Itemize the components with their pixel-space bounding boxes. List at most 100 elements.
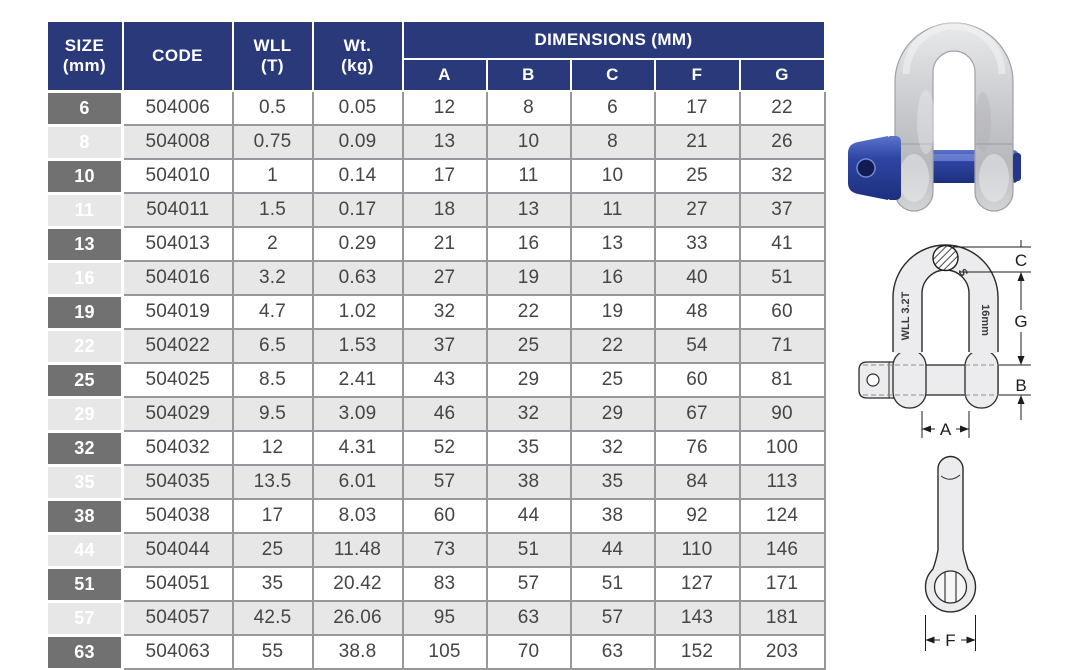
data-cell: 13.5 <box>231 464 314 500</box>
size-cell: 25 <box>45 361 124 399</box>
size-cell: 44 <box>45 531 124 569</box>
data-cell: 37 <box>738 192 826 228</box>
data-cell: 29 <box>485 362 572 398</box>
size-cell: 51 <box>45 565 124 603</box>
table-row: 6 504006 0.5 0.05 12 8 6 17 22 <box>45 89 826 127</box>
data-cell: 8 <box>569 124 656 160</box>
data-cell: 35 <box>485 430 572 466</box>
table-row: 57 504057 42.5 26.06 95 63 57 143 181 <box>45 599 826 637</box>
data-cell: 2 <box>231 226 314 262</box>
table-row: 35 504035 13.5 6.01 57 38 35 84 113 <box>45 463 826 501</box>
data-cell: 26 <box>738 124 826 160</box>
data-cell: 35 <box>231 566 314 602</box>
table-row: 16 504016 3.2 0.63 27 19 16 40 51 <box>45 259 826 297</box>
data-cell: 6.5 <box>231 328 314 364</box>
data-cell: 504038 <box>121 498 234 534</box>
shackle-dimension-drawing: WLL 3.2T 16mm S C G B <box>853 240 1075 455</box>
data-cell: 6 <box>569 90 656 126</box>
pin-dome-shading <box>940 474 961 480</box>
data-cell: 13 <box>569 226 656 262</box>
table-row: 44 504044 25 11.48 73 51 44 110 146 <box>45 531 826 569</box>
data-cell: 1.53 <box>311 328 404 364</box>
data-cell: 504044 <box>121 532 234 568</box>
size-cell: 6 <box>45 89 124 127</box>
data-cell: 504013 <box>121 226 234 262</box>
data-cell: 67 <box>653 396 741 432</box>
data-cell: 17 <box>401 158 488 194</box>
data-cell: 57 <box>485 566 572 602</box>
data-cell: 11.48 <box>311 532 404 568</box>
data-cell: 0.29 <box>311 226 404 262</box>
data-cell: 4.7 <box>231 294 314 330</box>
data-cell: 22 <box>485 294 572 330</box>
header-dim-c: C <box>569 58 656 92</box>
data-cell: 504032 <box>121 430 234 466</box>
data-cell: 13 <box>401 124 488 160</box>
data-cell: 0.75 <box>231 124 314 160</box>
pin-head-face <box>933 570 968 604</box>
data-cell: 90 <box>738 396 826 432</box>
header-wt: Wt. (kg) <box>311 20 404 92</box>
data-cell: 52 <box>401 430 488 466</box>
data-cell: 29 <box>569 396 656 432</box>
pin-head-hole <box>857 159 875 177</box>
data-cell: 60 <box>653 362 741 398</box>
data-cell: 504010 <box>121 158 234 194</box>
dim-label-c: C <box>1015 251 1027 270</box>
data-cell: 100 <box>738 430 826 466</box>
table-row: 51 504051 35 20.42 83 57 51 127 171 <box>45 565 826 603</box>
data-cell: 504006 <box>121 90 234 126</box>
data-cell: 60 <box>401 498 488 534</box>
spec-table-body: 6 504006 0.5 0.05 12 8 6 17 22 8 504008 0.75 0.09 13 1… <box>45 89 826 670</box>
shackle-product-photo <box>846 12 1071 232</box>
data-cell: 504035 <box>121 464 234 500</box>
data-cell: 9.5 <box>231 396 314 432</box>
dim-label-b: B <box>1015 376 1026 395</box>
data-cell: 22 <box>738 90 826 126</box>
data-cell: 19 <box>569 294 656 330</box>
data-cell: 143 <box>653 600 741 636</box>
data-cell: 2.41 <box>311 362 404 398</box>
data-cell: 25 <box>231 532 314 568</box>
shackle-spec-table: SIZE (mm) CODE WLL (T) Wt. (kg) DIMENSIO… <box>45 20 826 670</box>
data-cell: 504029 <box>121 396 234 432</box>
size-cell: 16 <box>45 259 124 297</box>
data-cell: 8.5 <box>231 362 314 398</box>
data-cell: 171 <box>738 566 826 602</box>
size-cell: 19 <box>45 293 124 331</box>
data-cell: 20.42 <box>311 566 404 602</box>
header-dim-f: F <box>653 58 741 92</box>
data-cell: 13 <box>485 192 572 228</box>
table-row: 11 504011 1.5 0.17 18 13 11 27 37 <box>45 191 826 229</box>
data-cell: 19 <box>485 260 572 296</box>
drawing-left-boss <box>892 349 927 409</box>
data-cell: 32 <box>738 158 826 194</box>
drawing-size-marking: 16mm <box>979 304 991 336</box>
table-header: SIZE (mm) CODE WLL (T) Wt. (kg) DIMENSIO… <box>45 20 826 92</box>
data-cell: 3.2 <box>231 260 314 296</box>
table-row: 19 504019 4.7 1.02 32 22 19 48 60 <box>45 293 826 331</box>
size-cell: 13 <box>45 225 124 263</box>
data-cell: 71 <box>738 328 826 364</box>
data-cell: 40 <box>653 260 741 296</box>
data-cell: 110 <box>653 532 741 568</box>
pin-collar <box>886 136 901 200</box>
data-cell: 504016 <box>121 260 234 296</box>
table-row: 38 504038 17 8.03 60 44 38 92 124 <box>45 497 826 535</box>
data-cell: 73 <box>401 532 488 568</box>
data-cell: 504008 <box>121 124 234 160</box>
data-cell: 38 <box>569 498 656 534</box>
data-cell: 0.63 <box>311 260 404 296</box>
data-cell: 504011 <box>121 192 234 228</box>
data-cell: 51 <box>485 532 572 568</box>
data-cell: 63 <box>485 600 572 636</box>
drawing-right-boss <box>964 349 999 409</box>
data-cell: 38.8 <box>311 634 404 670</box>
data-cell: 504022 <box>121 328 234 364</box>
data-cell: 203 <box>738 634 826 670</box>
table-row: 13 504013 2 0.29 21 16 13 33 41 <box>45 225 826 263</box>
data-cell: 63 <box>569 634 656 670</box>
data-cell: 504025 <box>121 362 234 398</box>
table-row: 10 504010 1 0.14 17 11 10 25 32 <box>45 157 826 195</box>
data-cell: 0.5 <box>231 90 314 126</box>
